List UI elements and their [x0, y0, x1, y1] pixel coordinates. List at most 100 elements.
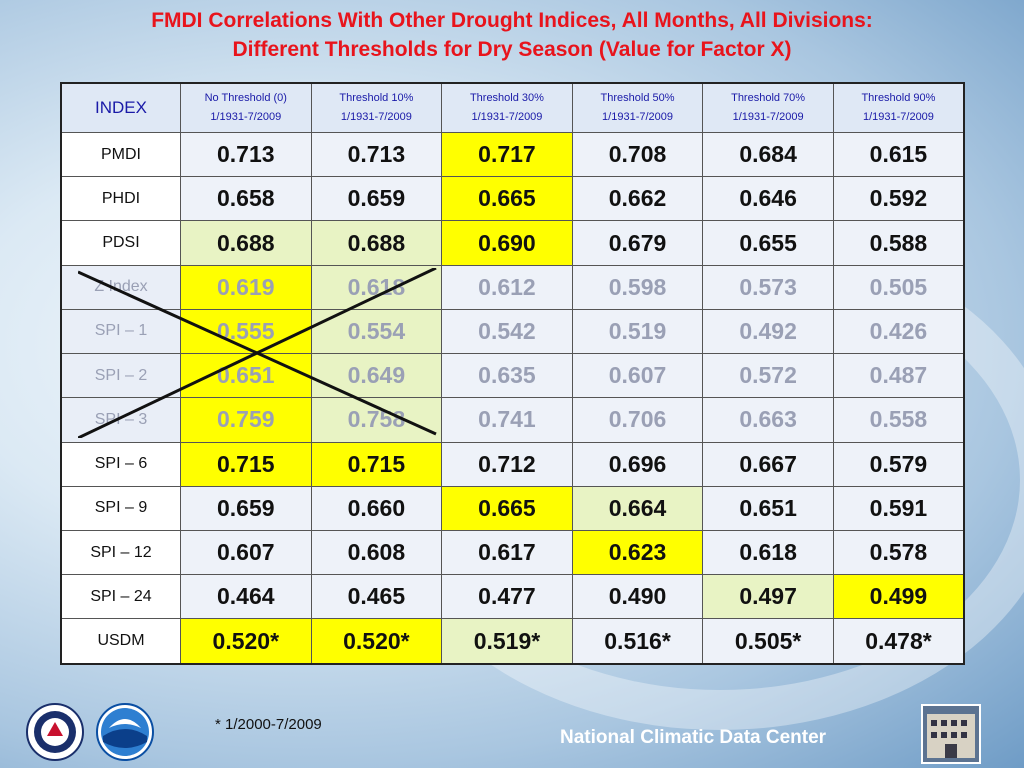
table-cell: 0.520*	[180, 618, 312, 665]
footer-organization-name: National Climatic Data Center	[560, 727, 827, 748]
table-cell: 0.665	[441, 485, 573, 531]
table-cell: 0.579	[832, 441, 965, 487]
table-cell: 0.598	[571, 264, 704, 310]
column-header: No Threshold (0) 1/1931-7/2009	[180, 82, 312, 133]
noaa-logo-icon	[96, 703, 154, 761]
table-cell: 0.646	[702, 176, 834, 222]
table-row: SPI – 1 0.555 0.554 0.542 0.519 0.492 0.…	[60, 308, 965, 355]
correlation-table: INDEX No Threshold (0) 1/1931-7/2009 Thre…	[60, 82, 965, 665]
footnote: * 1/2000-7/2009	[215, 716, 322, 733]
table-cell: 0.618	[310, 264, 443, 310]
table-cell: 0.519	[571, 308, 704, 355]
table-cell: 0.592	[832, 176, 965, 222]
table-cell: 0.684	[702, 131, 834, 178]
table-cell: 0.487	[832, 353, 965, 399]
header-row: INDEX No Threshold (0) 1/1931-7/2009 Thre…	[60, 82, 965, 133]
title-line-1: FMDI Correlations With Other Drought Ind…	[151, 9, 873, 32]
table-cell: 0.662	[571, 176, 704, 222]
table-cell: 0.635	[441, 353, 573, 399]
table-cell: 0.578	[832, 529, 965, 576]
table-cell: 0.555	[180, 308, 312, 355]
table-cell: 0.715	[310, 441, 443, 487]
table-cell: 0.713	[180, 131, 312, 178]
table-cell: 0.465	[310, 574, 443, 620]
row-label: PHDI	[60, 176, 181, 222]
table-cell: 0.706	[571, 397, 704, 443]
table-cell: 0.708	[571, 131, 704, 178]
table-cell: 0.623	[571, 529, 704, 576]
table-cell: 0.426	[832, 308, 965, 355]
table-cell: 0.679	[571, 220, 704, 266]
row-label: PMDI	[60, 131, 181, 178]
table-cell: 0.558	[832, 397, 965, 443]
table-cell: 0.655	[702, 220, 834, 266]
row-label: USDM	[60, 618, 181, 665]
table-row: Z Index 0.619 0.618 0.612 0.598 0.573 0.…	[60, 264, 965, 310]
table-cell: 0.651	[702, 485, 834, 531]
row-label: PDSI	[60, 220, 181, 266]
table-cell: 0.608	[310, 529, 443, 576]
table-cell: 0.759	[180, 397, 312, 443]
table-cell: 0.688	[310, 220, 443, 266]
table-cell: 0.554	[310, 308, 443, 355]
table-cell: 0.617	[441, 529, 573, 576]
table-cell: 0.664	[571, 485, 704, 531]
table-cell: 0.667	[702, 441, 834, 487]
table-cell: 0.516*	[571, 618, 704, 665]
row-label: Z Index	[60, 264, 181, 310]
table-cell: 0.477	[441, 574, 573, 620]
table-cell: 0.696	[571, 441, 704, 487]
table-row: PDSI 0.688 0.688 0.690 0.679 0.655 0.588	[60, 220, 965, 266]
table-cell: 0.499	[832, 574, 965, 620]
table-row: SPI – 24 0.464 0.465 0.477 0.490 0.497 0…	[60, 574, 965, 620]
table-cell: 0.497	[702, 574, 834, 620]
table-cell: 0.607	[571, 353, 704, 399]
row-label: SPI – 12	[60, 529, 181, 576]
table-cell: 0.649	[310, 353, 443, 399]
table-cell: 0.712	[441, 441, 573, 487]
row-label: SPI – 2	[60, 353, 181, 399]
row-label: SPI – 9	[60, 485, 181, 531]
table-row: SPI – 12 0.607 0.608 0.617 0.623 0.618 0…	[60, 529, 965, 576]
table-cell: 0.715	[180, 441, 312, 487]
table-cell: 0.478*	[832, 618, 965, 665]
table-cell: 0.663	[702, 397, 834, 443]
table-cell: 0.659	[310, 176, 443, 222]
table-row: SPI – 9 0.659 0.660 0.665 0.664 0.651 0.…	[60, 485, 965, 531]
column-header: Threshold 10% 1/1931-7/2009	[310, 82, 443, 133]
column-header: Threshold 30% 1/1931-7/2009	[441, 82, 573, 133]
department-of-commerce-seal-icon	[26, 703, 84, 761]
table-cell: 0.464	[180, 574, 312, 620]
table-row: SPI – 6 0.715 0.715 0.712 0.696 0.667 0.…	[60, 441, 965, 487]
column-header: Threshold 70% 1/1931-7/2009	[702, 82, 834, 133]
slide-title: FMDI Correlations With Other Drought Ind…	[0, 6, 1024, 64]
table-cell: 0.490	[571, 574, 704, 620]
table-cell: 0.717	[441, 131, 573, 178]
table-cell: 0.612	[441, 264, 573, 310]
table-row: USDM 0.520* 0.520* 0.519* 0.516* 0.505* …	[60, 618, 965, 665]
table-cell: 0.505*	[702, 618, 834, 665]
table-cell: 0.588	[832, 220, 965, 266]
table-cell: 0.519*	[441, 618, 573, 665]
table-cell: 0.572	[702, 353, 834, 399]
table-cell: 0.492	[702, 308, 834, 355]
row-label: SPI – 1	[60, 308, 181, 355]
table-cell: 0.618	[702, 529, 834, 576]
row-label: SPI – 24	[60, 574, 181, 620]
ncdc-building-photo-icon	[921, 704, 981, 764]
column-header: Threshold 50% 1/1931-7/2009	[571, 82, 704, 133]
row-label: SPI – 3	[60, 397, 181, 443]
table-row: PHDI 0.658 0.659 0.665 0.662 0.646 0.592	[60, 176, 965, 222]
column-header: Threshold 90% 1/1931-7/2009	[832, 82, 965, 133]
table-cell: 0.688	[180, 220, 312, 266]
title-line-2: Different Thresholds for Dry Season (Val…	[232, 38, 792, 61]
row-label: SPI – 6	[60, 441, 181, 487]
table-row: SPI – 2 0.651 0.649 0.635 0.607 0.572 0.…	[60, 353, 965, 399]
table-cell: 0.660	[310, 485, 443, 531]
table-row: PMDI 0.713 0.713 0.717 0.708 0.684 0.615	[60, 131, 965, 178]
table-cell: 0.520*	[310, 618, 443, 665]
table-cell: 0.713	[310, 131, 443, 178]
table-cell: 0.690	[441, 220, 573, 266]
table-cell: 0.591	[832, 485, 965, 531]
table-cell: 0.542	[441, 308, 573, 355]
